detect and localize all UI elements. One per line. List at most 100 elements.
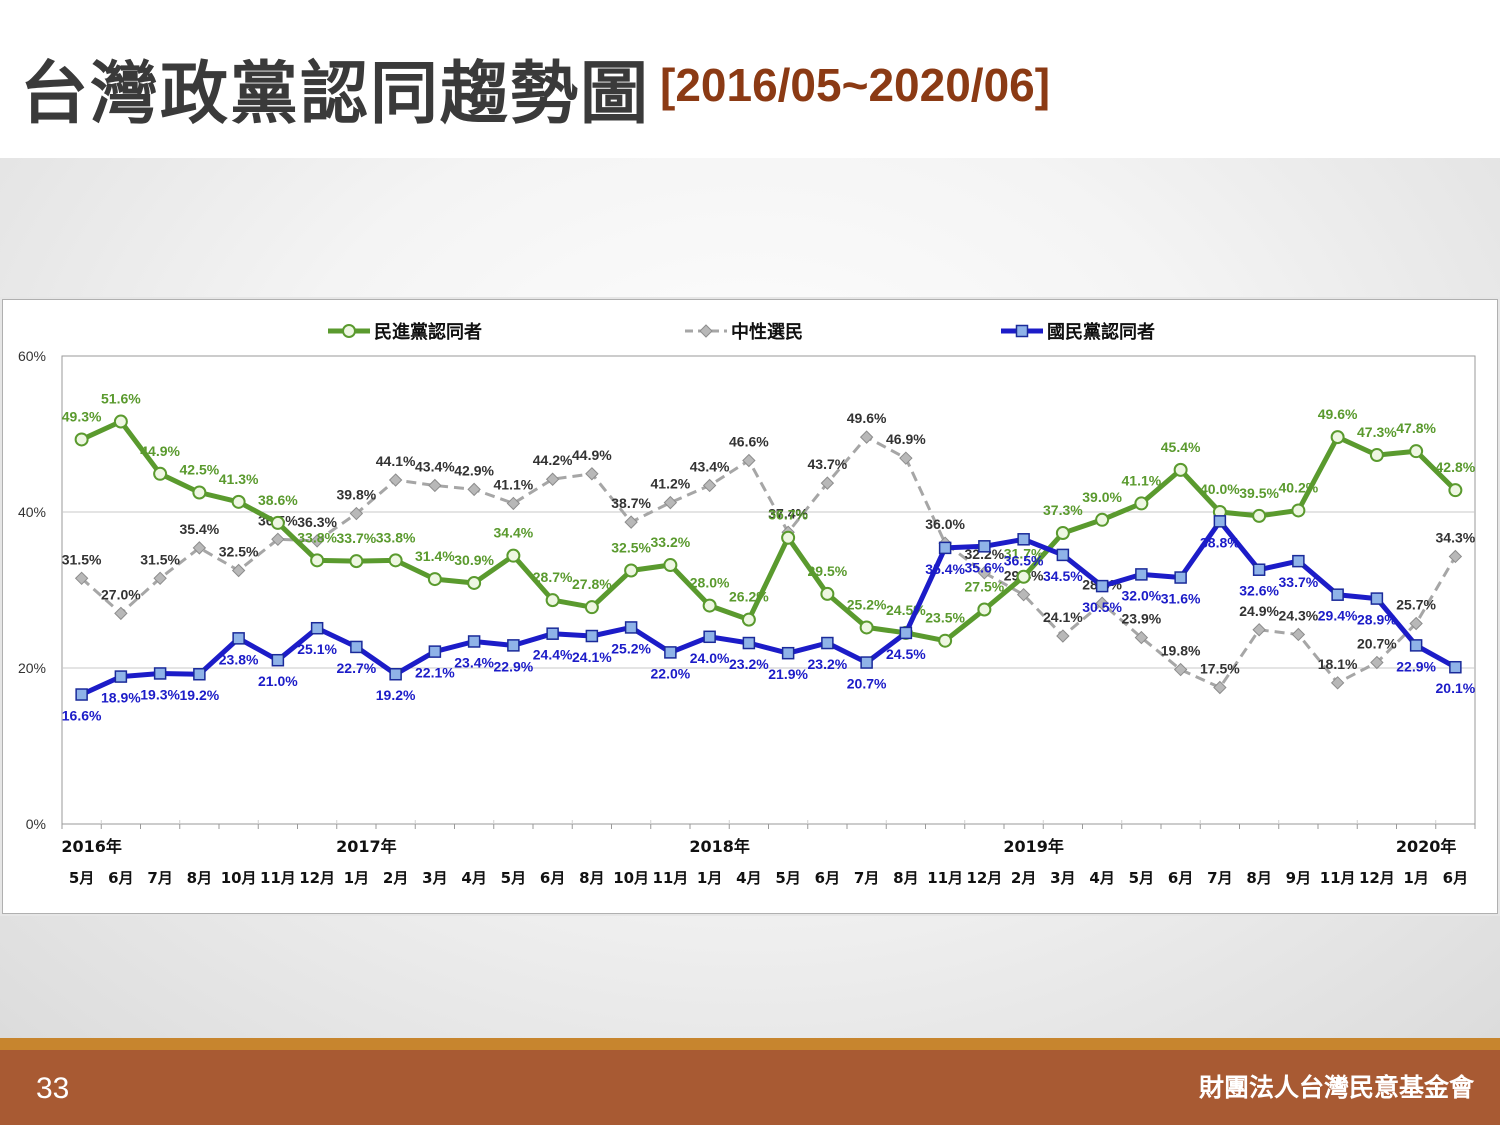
kmt-data-label: 30.5% <box>1082 599 1122 615</box>
kmt-point <box>1135 568 1148 581</box>
dpp-point <box>270 515 285 530</box>
year-label: 2017年 <box>336 837 397 856</box>
neutral-point <box>1330 676 1345 690</box>
x-tick-label: 5月 <box>501 869 526 887</box>
kmt-point <box>821 636 834 650</box>
x-tick-label: 12月 <box>1359 869 1395 887</box>
slide-subtitle: [2016/05~2020/06] <box>660 59 1051 111</box>
neutral-data-label: 36.0% <box>925 516 965 532</box>
dpp-data-label: 38.6% <box>258 492 298 508</box>
neutral-data-label: 46.6% <box>729 434 769 450</box>
x-tick-label: 3月 <box>422 869 447 887</box>
legend-marker-dpp <box>342 324 356 338</box>
neutral-point <box>702 478 717 493</box>
kmt-point <box>1409 639 1423 652</box>
kmt-point <box>271 653 285 667</box>
neutral-data-label: 24.9% <box>1239 603 1279 619</box>
dpp-point <box>624 563 639 578</box>
kmt-point <box>1056 548 1070 562</box>
x-tick-label: 6月 <box>815 869 840 887</box>
x-tick-label: 4月 <box>461 869 486 887</box>
kmt-data-label: 23.2% <box>808 656 848 672</box>
x-tick-label: 10月 <box>613 869 649 887</box>
neutral-data-label: 41.2% <box>651 476 691 492</box>
kmt-data-label: 24.0% <box>690 650 730 666</box>
kmt-data-label: 20.7% <box>847 676 887 692</box>
kmt-data-label: 16.6% <box>62 708 102 724</box>
kmt-point <box>546 627 559 640</box>
x-tick-label: 8月 <box>1246 869 1271 887</box>
kmt-data-label: 23.2% <box>729 656 769 672</box>
kmt-point <box>1370 592 1384 605</box>
dpp-data-label: 27.8% <box>572 576 612 592</box>
dpp-point <box>781 530 796 545</box>
dpp-data-label: 26.2% <box>729 589 769 605</box>
kmt-point <box>350 640 363 654</box>
neutral-data-label: 31.5% <box>140 551 180 567</box>
neutral-point <box>1134 630 1149 645</box>
legend-label-dpp: 民進黨認同者 <box>374 321 482 343</box>
x-tick-label: 11月 <box>927 869 963 887</box>
dpp-point <box>192 485 207 500</box>
neutral-point <box>1016 587 1031 602</box>
dpp-point <box>1134 496 1149 511</box>
neutral-data-label: 44.9% <box>572 447 612 463</box>
year-label: 2016年 <box>61 837 122 856</box>
kmt-point <box>1213 515 1227 528</box>
neutral-point <box>859 430 874 444</box>
kmt-point <box>899 626 913 640</box>
legend-marker-kmt <box>1015 324 1029 338</box>
dpp-data-label: 41.3% <box>219 471 259 487</box>
kmt-point <box>860 656 873 669</box>
neutral-data-label: 39.8% <box>337 487 377 503</box>
kmt-data-label: 33.7% <box>1279 574 1319 590</box>
dpp-data-label: 33.2% <box>651 534 691 550</box>
kmt-point <box>232 632 245 645</box>
x-tick-label: 11月 <box>652 869 688 887</box>
dpp-data-label: 29.5% <box>808 563 848 579</box>
neutral-data-label: 23.9% <box>1122 611 1162 627</box>
kmt-point <box>428 645 442 658</box>
neutral-point <box>428 478 442 493</box>
neutral-point <box>742 453 756 468</box>
kmt-data-label: 19.2% <box>180 687 220 703</box>
kmt-point <box>310 621 324 635</box>
neutral-data-label: 38.7% <box>611 495 651 511</box>
neutral-point <box>506 496 521 511</box>
x-tick-label: 7月 <box>1207 869 1232 887</box>
dpp-data-label: 41.1% <box>1122 472 1162 488</box>
neutral-point <box>1056 629 1070 643</box>
neutral-data-label: 27.0% <box>101 586 141 602</box>
dpp-data-label: 39.5% <box>1239 485 1279 501</box>
kmt-data-label: 22.9% <box>1396 658 1436 674</box>
x-tick-label: 2月 <box>383 869 408 887</box>
kmt-point <box>624 621 638 634</box>
x-tick-label: 4月 <box>1089 869 1114 887</box>
neutral-point <box>388 473 403 487</box>
x-tick-label: 8月 <box>187 869 212 887</box>
neutral-data-label: 20.7% <box>1357 636 1397 652</box>
dpp-point <box>349 554 364 569</box>
neutral-data-label: 19.8% <box>1161 643 1201 659</box>
dpp-point <box>938 633 953 648</box>
kmt-point <box>75 688 88 701</box>
neutral-data-label: 37.4% <box>768 505 808 521</box>
kmt-point <box>742 636 756 650</box>
dpp-point <box>820 586 835 601</box>
x-tick-label: 6月 <box>1168 869 1193 887</box>
neutral-point <box>74 571 89 586</box>
dpp-data-label: 39.0% <box>1082 489 1122 505</box>
dpp-point <box>506 548 521 563</box>
dpp-data-label: 33.8% <box>376 529 416 545</box>
x-tick-label: 9月 <box>1286 869 1311 887</box>
neutral-point <box>1213 680 1227 695</box>
year-label: 2018年 <box>689 837 750 856</box>
neutral-point <box>1173 662 1188 677</box>
kmt-data-label: 22.1% <box>415 665 455 681</box>
kmt-point <box>781 646 795 660</box>
dpp-point <box>1409 444 1424 459</box>
dpp-data-label: 47.3% <box>1357 424 1397 440</box>
legend-marker-neutral <box>699 324 713 338</box>
dpp-data-label: 45.4% <box>1161 439 1201 455</box>
neutral-data-label: 18.1% <box>1318 656 1358 672</box>
